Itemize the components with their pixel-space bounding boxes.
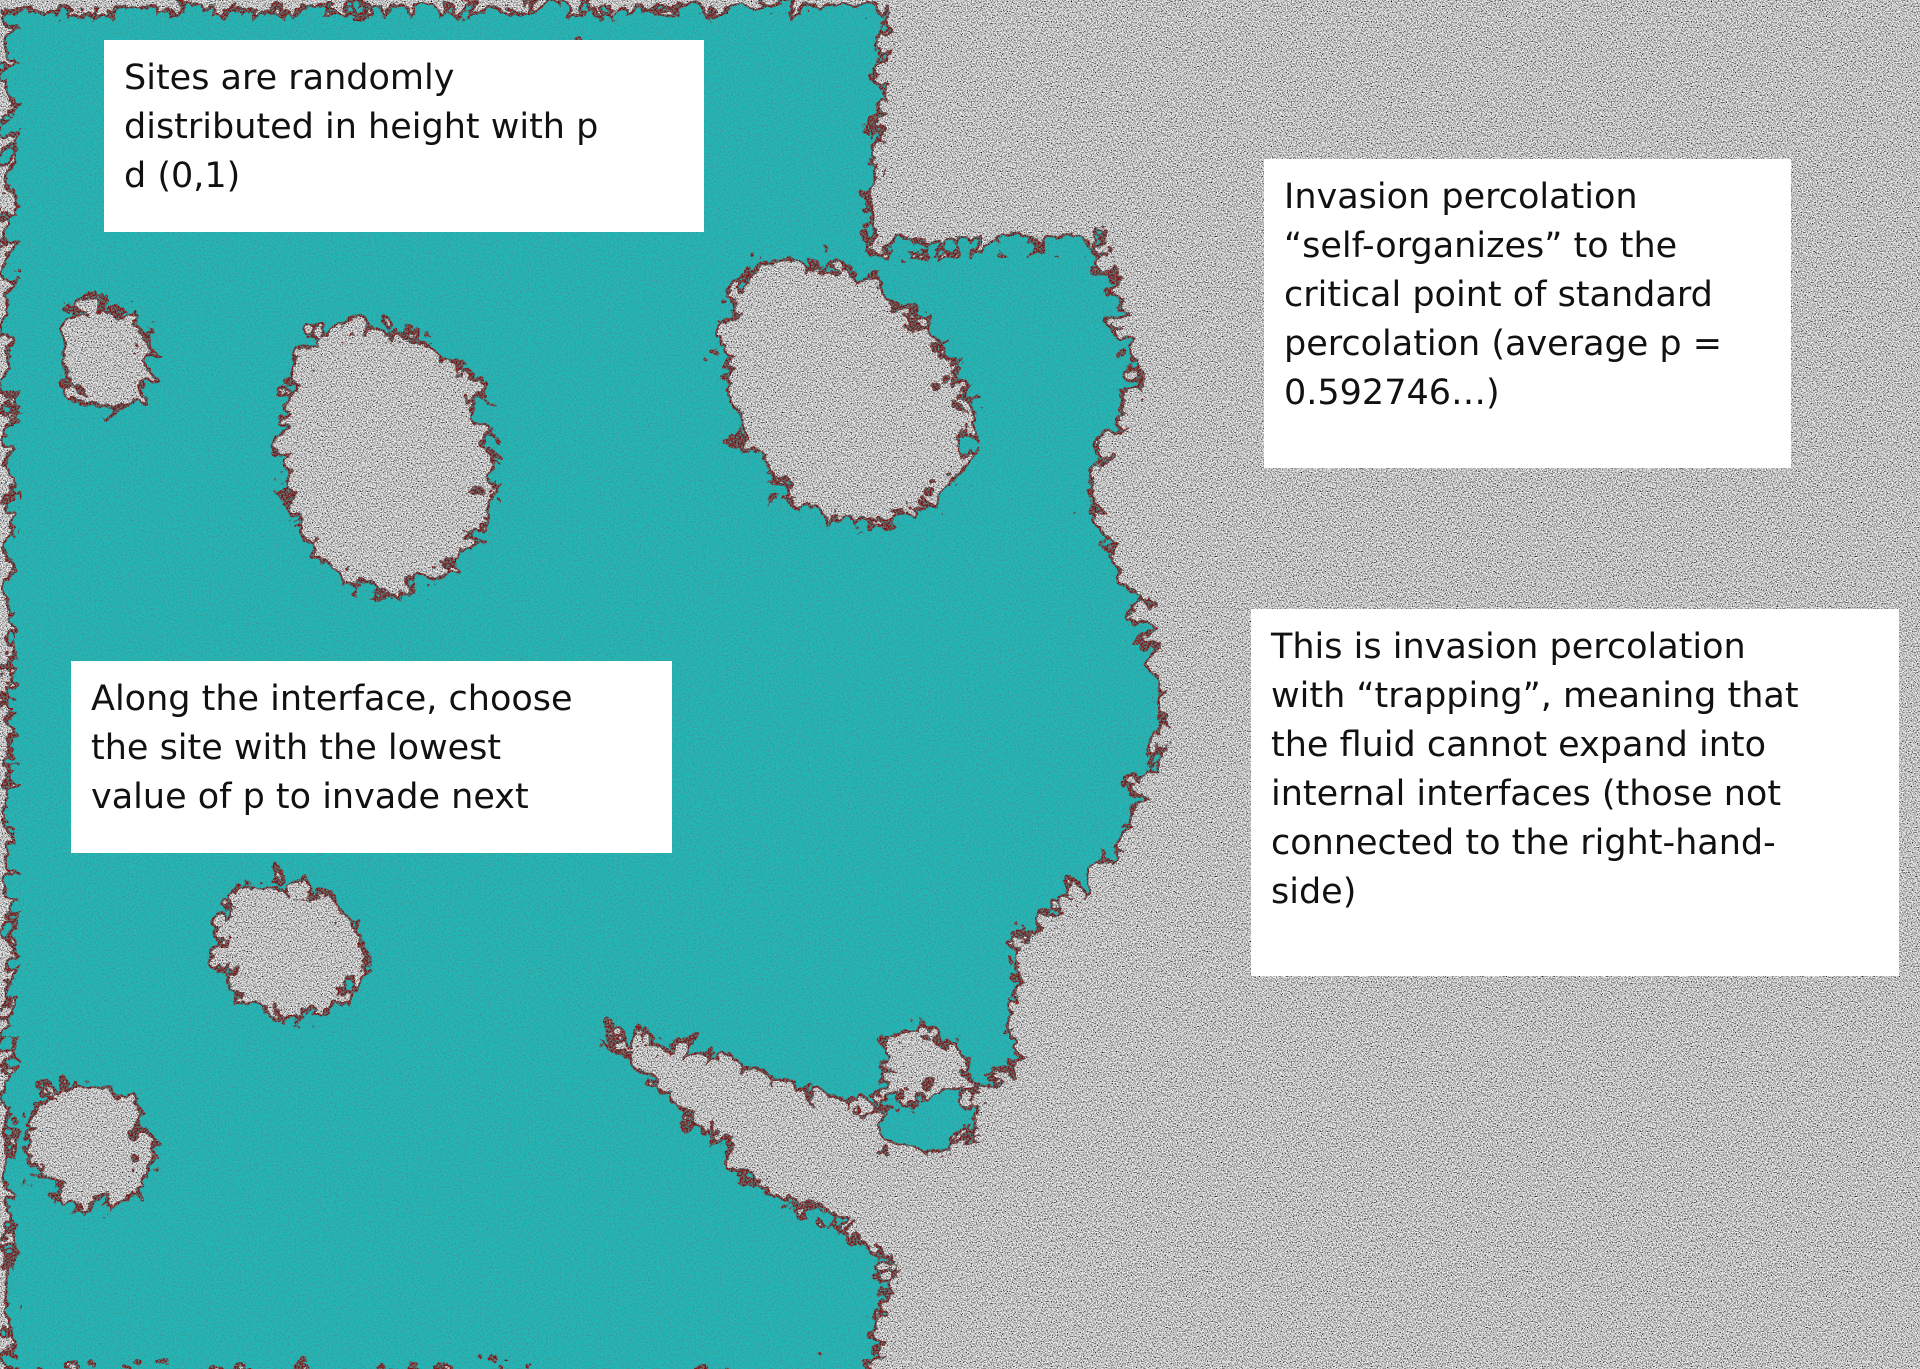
text-line: Sites are randomly	[124, 54, 684, 103]
text-box: Invasion percolation“self-organizes” to …	[1264, 159, 1791, 468]
text-line: side)	[1271, 868, 1879, 917]
text-line: percolation (average p =	[1284, 320, 1771, 369]
text-line: with “trapping”, meaning that	[1271, 672, 1879, 721]
text-line: Along the interface, choose	[91, 675, 652, 724]
text-line: value of p to invade next	[91, 773, 652, 822]
text-line: connected to the right-hand-	[1271, 819, 1879, 868]
text-line: d (0,1)	[124, 152, 684, 201]
text-line: Invasion percolation	[1284, 173, 1771, 222]
text-line: 0.592746…)	[1284, 369, 1771, 418]
text-line: critical point of standard	[1284, 271, 1771, 320]
text-line: the fluid cannot expand into	[1271, 721, 1879, 770]
text-line: “self-organizes” to the	[1284, 222, 1771, 271]
text-line: the site with the lowest	[91, 724, 652, 773]
text-line: internal interfaces (those not	[1271, 770, 1879, 819]
text-line: This is invasion percolation	[1271, 623, 1879, 672]
slide: Sites are randomlydistributed in height …	[0, 0, 1920, 1369]
text-line: distributed in height with p	[124, 103, 684, 152]
